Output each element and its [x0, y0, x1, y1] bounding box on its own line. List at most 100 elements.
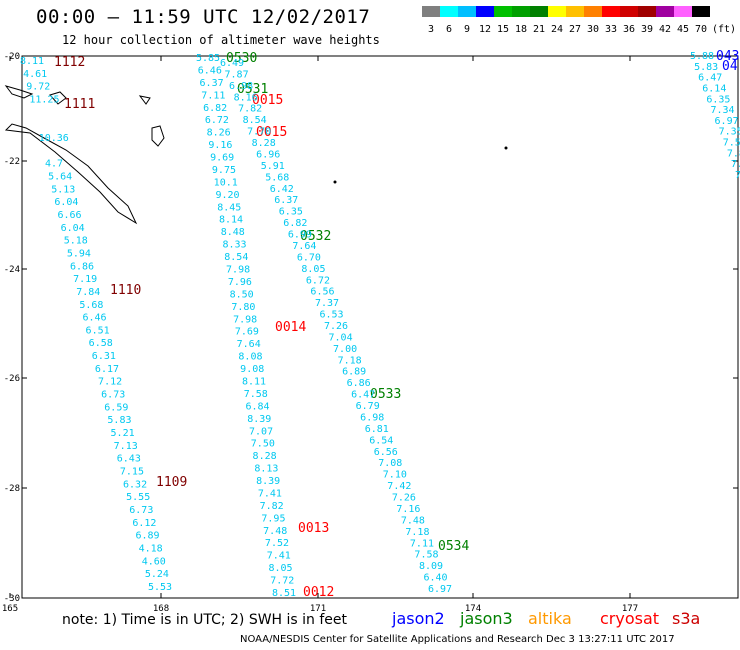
wave-height-value: 7.41: [258, 488, 282, 499]
wave-height-value: 7.98: [226, 265, 250, 276]
legend-label: 33: [605, 24, 617, 35]
pass-number-label: 1110: [110, 283, 141, 298]
legend-label: 70: [695, 24, 707, 35]
pass-number-label: 1109: [156, 475, 187, 490]
wave-height-value: 5.24: [145, 569, 169, 580]
wave-height-value: 6.54: [369, 435, 393, 446]
wave-height-value: 10.36: [39, 133, 69, 144]
wave-height-value: 5.83: [107, 415, 131, 426]
wave-height-value: 8.50: [230, 289, 254, 300]
wave-height-value: 10.1: [214, 177, 238, 188]
wave-height-value: 6.12: [132, 518, 156, 529]
legend-swatch: [440, 6, 458, 17]
wave-height-value: 7.96: [228, 277, 252, 288]
wave-height-value: 6.49: [220, 58, 244, 69]
wave-height-value: 5.88: [690, 51, 714, 62]
wave-height-value: 6.32: [123, 479, 147, 490]
wave-height-value: 7.87: [225, 69, 249, 80]
wave-height-value: 7.35: [719, 127, 740, 138]
legend-swatch: [476, 6, 494, 17]
lat-label: -24: [4, 265, 20, 275]
wave-height-value: 7.00: [333, 344, 357, 355]
legend-label: 24: [551, 24, 563, 35]
color-legend: 3 6 9 12 15 18 21 24 27 30 33 36 39 42 45 70 (ft): [422, 6, 736, 35]
lon-label: 177: [622, 604, 638, 614]
wave-height-value: 7.16: [396, 504, 420, 515]
wave-height-value: 9.75: [212, 165, 236, 176]
legend-unit: (ft): [712, 24, 736, 35]
wave-height-value: 6.35: [706, 94, 730, 105]
wave-height-value: 7.70: [247, 127, 271, 138]
lon-label: 165: [2, 604, 18, 614]
lat-label: -26: [4, 374, 20, 384]
map-border: [21, 55, 739, 599]
wave-height-value: 7.72: [270, 576, 294, 587]
wave-height-value: 8.09: [419, 561, 443, 572]
pass-number-label: 04: [722, 59, 738, 74]
wave-height-value: 8.08: [238, 352, 262, 363]
pass-number-label: 0013: [298, 521, 329, 536]
wave-height-value: 6.42: [270, 184, 294, 195]
legend-swatch: [566, 6, 584, 17]
wave-height-value: 8.51: [272, 588, 296, 599]
wave-height-value: 6.43: [117, 454, 141, 465]
wave-height-value: 6.04: [61, 223, 85, 234]
wave-height-value: 7.10: [383, 470, 407, 481]
wave-height-value: 6.73: [101, 390, 125, 401]
pass-number-label: 043: [716, 49, 739, 64]
wave-height-value: 9.16: [208, 140, 232, 151]
wave-height-value: 6.97: [715, 116, 739, 127]
wave-height-value: 6.59: [104, 402, 128, 413]
wave-height-value: 7.19: [73, 274, 97, 285]
wave-height-value: 5.55: [126, 492, 150, 503]
wave-height-value: 4.7: [45, 159, 63, 170]
wave-height-value: 7.80: [231, 302, 255, 313]
wave-height-value: 7.64: [237, 339, 261, 350]
wave-height-value: 6.04: [54, 197, 78, 208]
wave-height-value: 7.34: [710, 105, 734, 116]
wave-height-value: 7.48: [401, 515, 425, 526]
pass-number-label: 0014: [275, 320, 306, 335]
legend-swatch: [530, 6, 548, 17]
wave-height-value: 4.18: [139, 544, 163, 555]
wave-height-value: 8.14: [219, 215, 243, 226]
wave-height-value: 7.82: [260, 501, 284, 512]
wave-height-value: 11.25: [29, 94, 59, 105]
pass-number-label: 1111: [64, 97, 95, 112]
wave-height-value: 8.11: [20, 56, 44, 67]
wave-height-value: 7.8: [727, 148, 740, 159]
island-outline: [138, 95, 151, 105]
wave-height-value: 5.21: [111, 428, 135, 439]
wave-height-value: 8.11: [242, 376, 266, 387]
lon-label: 171: [310, 604, 326, 614]
wave-height-value: 8.28: [252, 138, 276, 149]
wave-height-value: 7.26: [324, 321, 348, 332]
wave-height-value: 5.91: [261, 161, 285, 172]
wave-height-value: 9.20: [215, 190, 239, 201]
chart-title: 00:00 — 11:59 UTC 12/02/2017: [36, 6, 371, 28]
wave-height-value: 6.66: [57, 210, 81, 221]
wave-height-value: 5.85: [196, 53, 220, 64]
wave-height-value: 6.58: [89, 338, 113, 349]
wave-height-value: 7.69: [235, 327, 259, 338]
wave-height-value: 4.61: [23, 69, 47, 80]
wave-height-value: 7.58: [723, 138, 740, 149]
wave-height-value: 6.51: [86, 325, 110, 336]
lat-label: -20: [4, 52, 20, 62]
wave-height-value: 6.35: [279, 207, 303, 218]
legend-swatch: [458, 6, 476, 17]
wave-height-value: 8.28: [253, 451, 277, 462]
legend-label: 36: [623, 24, 635, 35]
wave-height-value: 6.79: [356, 401, 380, 412]
wave-height-value: 6.17: [95, 364, 119, 375]
wave-height-value: 6.84: [245, 401, 269, 412]
legend-label: 42: [659, 24, 671, 35]
wave-height-value: 7.08: [378, 458, 402, 469]
wave-height-value: 6.72: [306, 275, 330, 286]
wave-height-value: 5.53: [148, 582, 172, 593]
legend-label: 6: [446, 24, 452, 35]
wave-height-value: 4.60: [142, 556, 166, 567]
satellite-jason2-label: jason2: [392, 609, 445, 628]
legend-label: 9: [464, 24, 470, 35]
